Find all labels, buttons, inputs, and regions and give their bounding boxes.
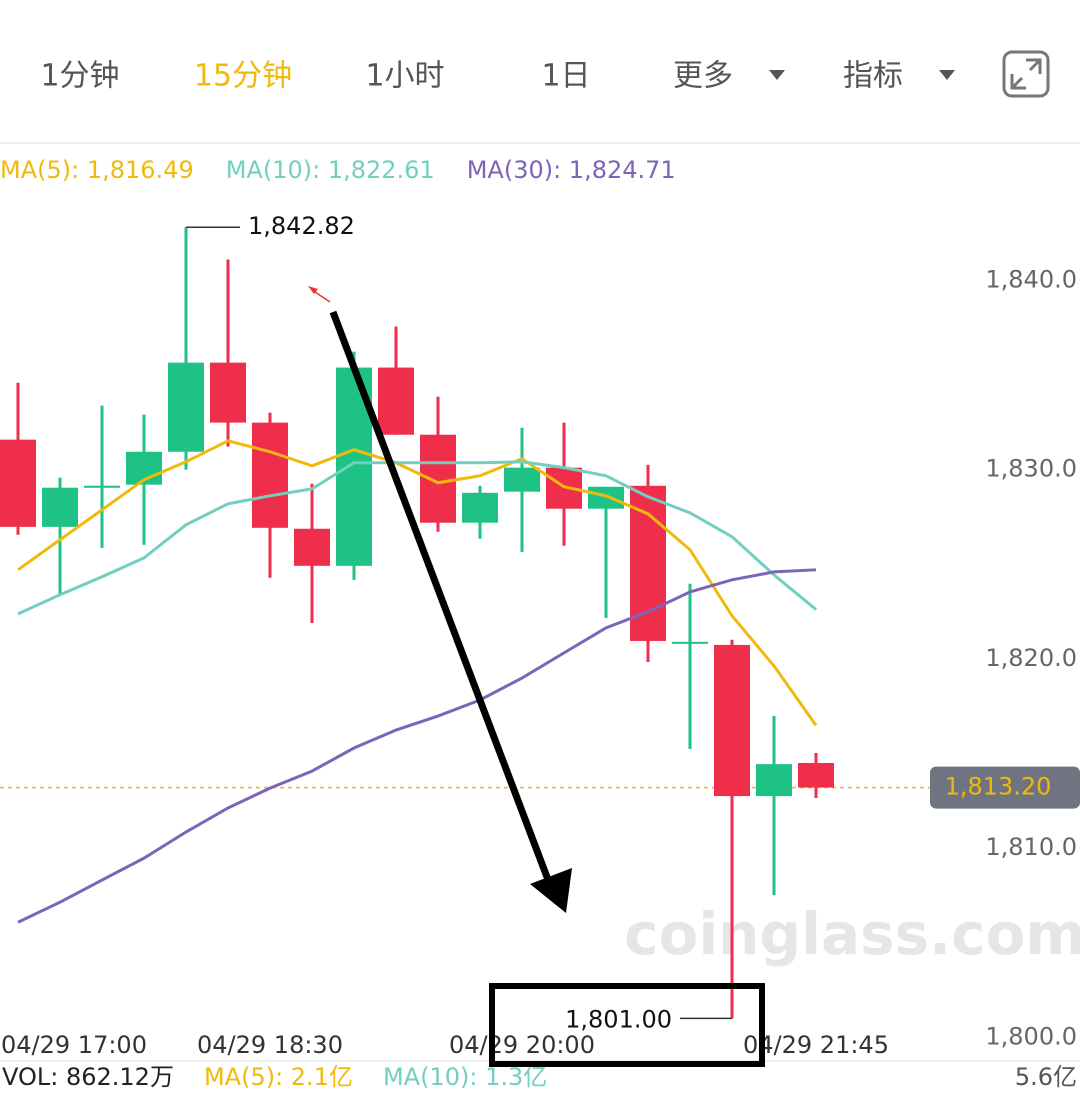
y-tick-label: 1,820.0: [985, 644, 1077, 672]
y-tick-label: 1,840.0: [985, 266, 1077, 294]
tab[interactable]: 指标: [843, 59, 955, 94]
candle-body: [0, 439, 36, 527]
watermark: coinglass.com: [624, 900, 1080, 968]
x-tick-label: 04/29 20:00: [449, 1031, 595, 1059]
price-tag: [930, 766, 1080, 809]
min-annotation-label: 1,801.00: [565, 1005, 672, 1033]
legend-entry: MA(5): 1,816.49: [0, 156, 194, 184]
drawn-annotation: [308, 286, 765, 1067]
highlight-box: [489, 983, 765, 1067]
candle-body: [756, 764, 792, 797]
x-tick-label: 04/29 18:30: [197, 1031, 343, 1059]
candle-body: [42, 487, 78, 527]
volume-label: MA(5): 2.1亿: [204, 1063, 353, 1091]
candle-body: [420, 434, 456, 523]
tab-label: 指标: [843, 59, 903, 94]
tab-label: 1分钟: [40, 59, 119, 94]
dropdown-icon: [769, 70, 785, 80]
tab[interactable]: 1小时: [365, 59, 444, 94]
fullscreen-button[interactable]: [1002, 50, 1050, 98]
ma-line: [17, 568, 817, 924]
y-tick-label: 1,830.0: [985, 455, 1077, 483]
ma-line: [17, 439, 818, 727]
y-tick-label: 1,800.0: [985, 1022, 1077, 1050]
candle-body: [252, 422, 288, 528]
fullscreen-frame: [1002, 50, 1050, 98]
candle-body: [672, 641, 708, 644]
candle-body: [294, 528, 330, 566]
volume-label: VOL: 862.12万: [2, 1063, 174, 1091]
tab-bar: 1分钟 15分钟 1小时 1日 更多 指标: [40, 59, 955, 94]
candle-body: [588, 486, 624, 509]
big-arrow: [329, 310, 554, 887]
big-arrowhead: [530, 868, 572, 913]
tab-label: 1日: [541, 59, 590, 94]
legend-entry: MA(10): 1,822.61: [226, 156, 435, 184]
legend-entry: MA(30): 1,824.71: [467, 156, 676, 184]
candle-body: [462, 492, 498, 523]
fullscreen-icon: [1010, 58, 1042, 90]
candle-body: [798, 762, 834, 788]
tab[interactable]: 更多: [673, 59, 785, 94]
volume-label: MA(10): 1.3亿: [383, 1063, 547, 1091]
tab[interactable]: 15分钟: [194, 59, 292, 94]
x-tick-label: 04/29 17:00: [1, 1031, 147, 1059]
tab-label: 15分钟: [194, 59, 292, 94]
x-tick-label: 04/29 21:45: [743, 1031, 889, 1059]
candle-body: [84, 485, 120, 488]
price-tag-label: 1,813.20: [945, 773, 1052, 801]
ma-line: [17, 460, 817, 616]
max-annotation-label: 1,842.82: [248, 212, 355, 240]
candle-body: [210, 362, 246, 423]
dropdown-icon: [939, 70, 955, 80]
small-arrowhead: [308, 286, 318, 294]
tab[interactable]: 1日: [541, 59, 590, 94]
candle-body: [504, 467, 540, 492]
tab[interactable]: 1分钟: [40, 59, 119, 94]
y-tick-label: 1,810.0: [985, 833, 1077, 861]
tab-label: 1小时: [365, 59, 444, 94]
volume-max-label: 5.6亿: [1015, 1063, 1077, 1091]
candle-body: [714, 644, 750, 797]
candle-body: [378, 367, 414, 435]
candle-body: [168, 362, 204, 452]
tab-label: 更多: [673, 59, 733, 94]
plot: MA(5): 1,816.49 MA(10): 1,822.61 MA(30): 1…: [0, 156, 1080, 1059]
